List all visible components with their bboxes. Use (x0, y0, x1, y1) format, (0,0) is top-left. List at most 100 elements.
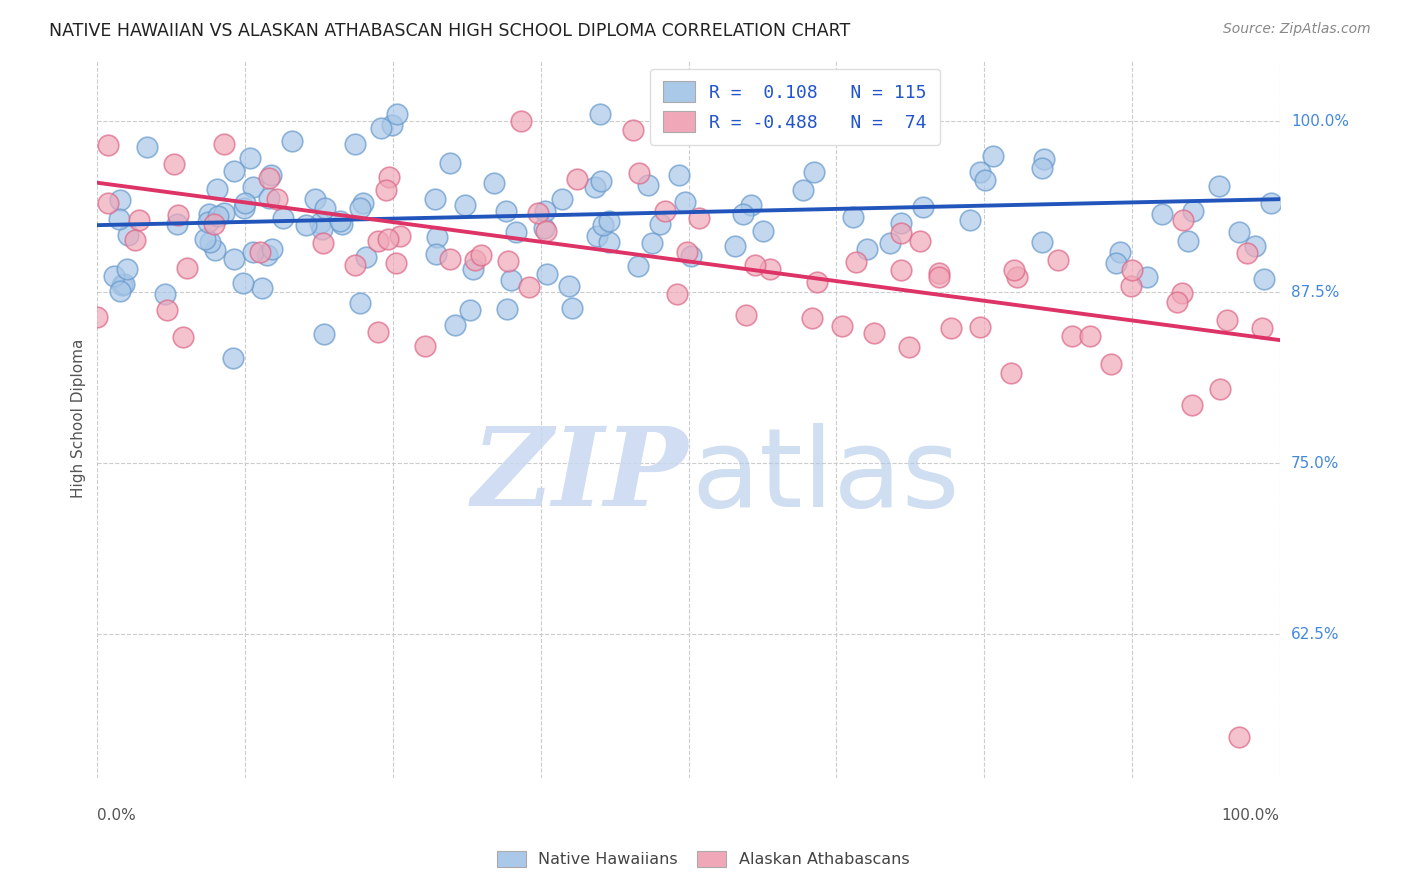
Point (637, 178, 659, 192)
Point (912, 201, 935, 215)
Point (1253, 272, 1275, 286)
Point (495, 203, 517, 218)
Point (801, 310, 824, 325)
Point (1260, 196, 1282, 211)
Point (740, 197, 762, 211)
Point (536, 267, 558, 281)
Point (1166, 294, 1188, 309)
Point (592, 219, 614, 233)
Point (534, 224, 557, 238)
Point (842, 210, 865, 224)
Point (673, 194, 696, 209)
Point (172, 330, 194, 344)
Point (233, 195, 256, 210)
Point (561, 301, 583, 315)
Point (759, 261, 782, 276)
Point (367, 325, 389, 339)
Point (1243, 238, 1265, 252)
Point (260, 168, 283, 182)
Point (454, 198, 477, 212)
Point (212, 136, 235, 151)
Point (1119, 278, 1142, 293)
Point (533, 220, 555, 235)
Point (688, 211, 710, 225)
Point (558, 278, 581, 293)
Point (426, 230, 449, 244)
Point (1216, 313, 1239, 327)
Point (97, 137, 120, 152)
Point (349, 296, 371, 310)
Point (314, 202, 336, 216)
Point (1002, 263, 1025, 277)
Point (250, 281, 273, 295)
Point (470, 247, 492, 261)
Point (890, 263, 912, 277)
Point (461, 261, 484, 276)
Point (598, 214, 620, 228)
Point (551, 192, 574, 206)
Point (1171, 286, 1194, 301)
Point (249, 244, 271, 259)
Point (204, 243, 226, 257)
Y-axis label: High School Diploma: High School Diploma (72, 339, 86, 499)
Point (586, 228, 609, 243)
Text: 75.0%: 75.0% (1291, 456, 1339, 471)
Point (565, 172, 588, 186)
Point (981, 149, 1004, 163)
Point (1150, 207, 1173, 221)
Point (1060, 329, 1083, 343)
Point (385, 256, 408, 270)
Point (155, 287, 177, 301)
Point (262, 242, 284, 256)
Text: atlas: atlas (690, 423, 959, 530)
Point (108, 212, 131, 227)
Point (222, 351, 245, 366)
Point (266, 192, 288, 206)
Point (627, 166, 650, 180)
Point (308, 216, 330, 230)
Point (505, 225, 527, 239)
Point (496, 302, 519, 317)
Text: 100.0%: 100.0% (1291, 113, 1348, 128)
Point (1208, 179, 1230, 194)
Point (207, 209, 229, 223)
Point (239, 151, 262, 165)
Point (598, 235, 620, 249)
Point (1031, 161, 1053, 176)
Point (1173, 212, 1195, 227)
Point (117, 227, 139, 242)
Legend: R =  0.108   N = 115, R = -0.488   N =  74: R = 0.108 N = 115, R = -0.488 N = 74 (650, 69, 939, 145)
Point (212, 206, 235, 220)
Point (108, 194, 131, 208)
Point (439, 156, 461, 170)
Point (460, 303, 482, 318)
Point (855, 242, 877, 256)
Point (343, 258, 366, 272)
Point (413, 339, 436, 353)
Point (939, 321, 962, 335)
Point (1121, 263, 1143, 277)
Point (381, 118, 404, 132)
Point (1032, 152, 1054, 166)
Point (510, 114, 533, 128)
Point (1031, 235, 1053, 249)
Point (389, 228, 412, 243)
Point (806, 275, 828, 289)
Point (242, 244, 264, 259)
Point (233, 201, 256, 215)
Point (730, 126, 752, 140)
Point (375, 183, 398, 197)
Point (128, 213, 150, 227)
Point (242, 180, 264, 194)
Point (1047, 253, 1070, 268)
Point (583, 180, 606, 194)
Point (155, 303, 177, 318)
Point (464, 252, 486, 267)
Point (831, 319, 853, 334)
Point (370, 121, 392, 136)
Point (908, 234, 931, 248)
Point (517, 280, 540, 294)
Text: NATIVE HAWAIIAN VS ALASKAN ATHABASCAN HIGH SCHOOL DIPLOMA CORRELATION CHART: NATIVE HAWAIIAN VS ALASKAN ATHABASCAN HI… (49, 22, 851, 40)
Point (484, 177, 506, 191)
Text: Source: ZipAtlas.com: Source: ZipAtlas.com (1223, 22, 1371, 37)
